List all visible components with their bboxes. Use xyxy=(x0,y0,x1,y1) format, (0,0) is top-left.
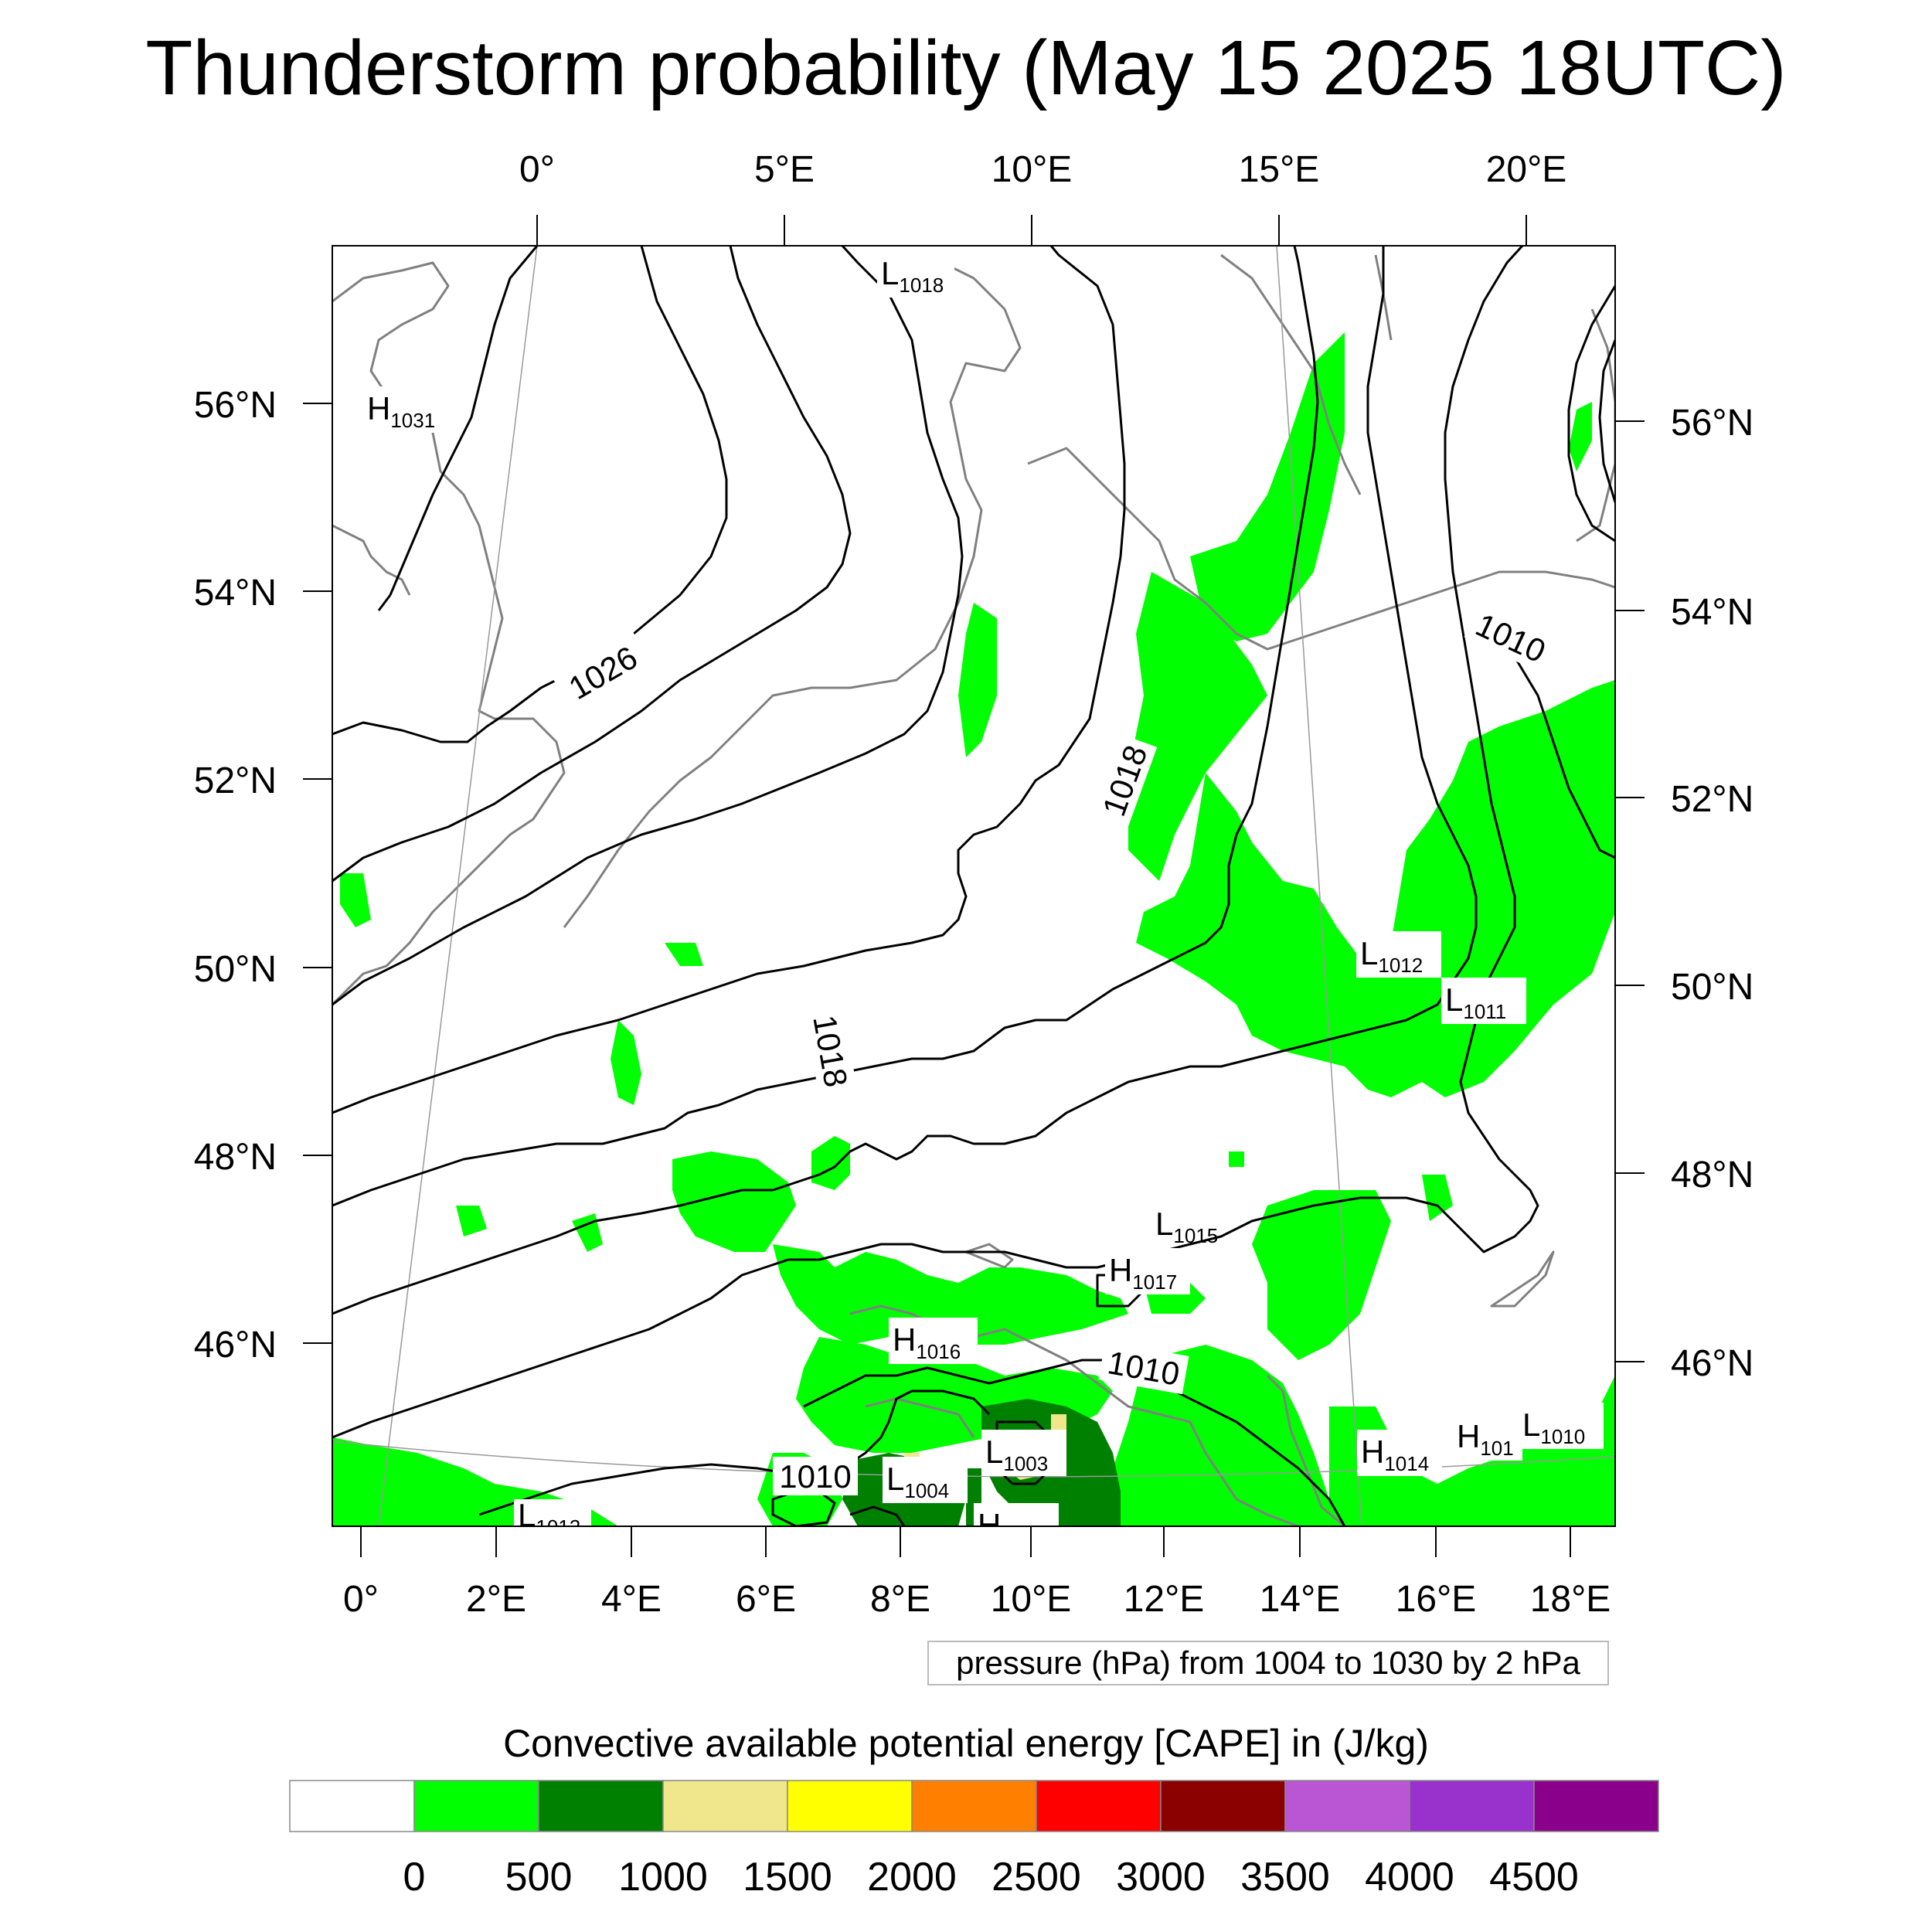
right-lat-label: 54°N xyxy=(1671,592,1753,633)
colorbar-tick-label: 1000 xyxy=(618,1855,708,1900)
left-lat-label: 46°N xyxy=(194,1325,277,1366)
colorbar xyxy=(289,1780,1659,1832)
map-border xyxy=(332,245,1616,1527)
pressure-center-h1031: H1031 xyxy=(363,386,448,433)
pressure-center-l1015: L1015 xyxy=(1155,1206,1218,1247)
svg-text:H: H xyxy=(978,1507,1001,1543)
svg-text:H1017: H1017 xyxy=(1109,1252,1177,1294)
right-lat-label: 46°N xyxy=(1671,1343,1753,1384)
left-lat-label: 48°N xyxy=(194,1137,277,1178)
bottom-lon-label: 4°E xyxy=(601,1579,662,1620)
colorbar-swatch xyxy=(911,1780,1037,1832)
pressure-center-l1012-b: L1012 xyxy=(514,1497,591,1539)
pressure-centers: L1018 H1031 L1012 L1011 L1015 xyxy=(363,251,1604,1543)
colorbar-labels: 0 500 1000 1500 2000 2500 3000 3500 4000… xyxy=(403,1855,1579,1900)
colorbar-swatch xyxy=(1284,1780,1410,1832)
bottom-axis-labels: 0° 2°E 4°E 6°E 8°E 10°E 12°E 14°E 16°E 1… xyxy=(343,1579,1611,1620)
colorbar-tick-label: 1500 xyxy=(743,1855,832,1900)
svg-text:H1016: H1016 xyxy=(893,1321,961,1363)
top-lon-label: 0° xyxy=(519,149,555,190)
right-axis xyxy=(1615,420,1645,1362)
top-axis-labels: 0° 5°E 10°E 15°E 20°E xyxy=(519,149,1566,190)
top-lon-label: 15°E xyxy=(1239,149,1320,190)
pressure-center-l1004: L1004 xyxy=(883,1457,968,1503)
bottom-lon-label: 2°E xyxy=(466,1579,526,1620)
top-lon-label: 20°E xyxy=(1486,149,1567,190)
svg-text:H1031: H1031 xyxy=(367,390,435,432)
left-lat-label: 56°N xyxy=(194,385,277,426)
colorbar-swatch xyxy=(289,1780,415,1832)
colorbar-swatch xyxy=(787,1780,913,1832)
page-title: Thunderstorm probability (May 15 2025 18… xyxy=(145,25,1787,111)
top-axis xyxy=(536,215,1527,246)
right-axis-labels: 56°N 54°N 52°N 50°N 48°N 46°N xyxy=(1671,403,1753,1384)
bottom-lon-label: 6°E xyxy=(736,1579,796,1620)
isobar-labels: 1026 1018 1018 1010 1010 1010 xyxy=(553,602,1558,1495)
colorbar-swatch xyxy=(662,1780,788,1832)
colorbar-swatch xyxy=(1036,1780,1162,1832)
bottom-lon-label: 12°E xyxy=(1124,1579,1205,1620)
right-lat-label: 52°N xyxy=(1671,779,1753,820)
svg-text:H1014: H1014 xyxy=(1361,1434,1429,1475)
left-axis xyxy=(303,403,332,1344)
colorbar-title: Convective available potential energy [C… xyxy=(503,1722,1429,1765)
colorbar-tick-label: 500 xyxy=(505,1855,573,1900)
colorbar-tick-label: 2500 xyxy=(992,1855,1081,1900)
svg-text:L1018: L1018 xyxy=(881,255,944,297)
bottom-lon-label: 16°E xyxy=(1396,1579,1477,1620)
svg-text:L1012: L1012 xyxy=(518,1497,580,1539)
colorbar-tick-label: 3500 xyxy=(1240,1855,1330,1900)
pressure-legend-note: pressure (hPa) from 1004 to 1030 by 2 hP… xyxy=(927,1641,1609,1685)
pressure-center-l1018: L1018 xyxy=(877,251,954,298)
colorbar-tick-label: 0 xyxy=(403,1855,426,1900)
colorbar-swatch xyxy=(413,1780,539,1832)
colorbar-tick-label: 4500 xyxy=(1489,1855,1579,1900)
bottom-lon-label: 10°E xyxy=(991,1579,1072,1620)
right-lat-label: 50°N xyxy=(1671,967,1753,1008)
pressure-center-h1017: H1017 xyxy=(1105,1248,1190,1294)
pressure-center-h-bottom: H xyxy=(974,1503,1059,1543)
svg-text:H101: H101 xyxy=(1457,1418,1514,1460)
right-lat-label: 48°N xyxy=(1671,1155,1753,1196)
bottom-lon-label: 18°E xyxy=(1530,1579,1611,1620)
bottom-axis xyxy=(360,1526,1571,1557)
svg-text:L1010: L1010 xyxy=(1522,1406,1585,1448)
colorbar-swatch xyxy=(1409,1780,1535,1832)
colorbar-tick-label: 2000 xyxy=(867,1855,957,1900)
colorbar-swatch xyxy=(538,1780,664,1832)
top-lon-label: 10°E xyxy=(992,149,1073,190)
colorbar-swatch xyxy=(1533,1780,1659,1832)
pressure-center-h1016: H1016 xyxy=(889,1318,978,1364)
left-lat-label: 50°N xyxy=(194,949,277,990)
pressure-center-l1011: L1011 xyxy=(1441,978,1526,1024)
bottom-lon-label: 0° xyxy=(343,1579,379,1620)
pressure-center-l1012-a: L1012 xyxy=(1356,931,1441,978)
pressure-center-l1010: L1010 xyxy=(1519,1403,1604,1449)
left-axis-labels: 56°N 54°N 52°N 50°N 48°N 46°N xyxy=(194,385,277,1366)
top-lon-label: 5°E xyxy=(754,149,815,190)
svg-text:L1004: L1004 xyxy=(886,1461,949,1502)
pressure-center-l1003: L1003 xyxy=(981,1430,1066,1476)
pressure-center-h1014: H1014 xyxy=(1357,1430,1442,1476)
svg-text:L1012: L1012 xyxy=(1360,935,1423,977)
right-lat-label: 56°N xyxy=(1671,403,1753,444)
colorbar-tick-label: 4000 xyxy=(1365,1855,1454,1900)
bottom-lon-label: 14°E xyxy=(1260,1579,1341,1620)
map-layers: 1026 1018 1018 1010 1010 1010 L1018 xyxy=(332,246,1615,1543)
left-lat-label: 54°N xyxy=(194,573,277,614)
colorbar-tick-label: 3000 xyxy=(1116,1855,1206,1900)
isobars xyxy=(332,246,1615,1526)
colorbar-swatch xyxy=(1160,1780,1286,1832)
svg-text:L1011: L1011 xyxy=(1445,981,1506,1023)
bottom-lon-label: 8°E xyxy=(870,1579,930,1620)
isobar-label-1010-west: 1010 xyxy=(779,1458,851,1495)
svg-text:L1003: L1003 xyxy=(985,1434,1048,1475)
left-lat-label: 52°N xyxy=(194,760,277,801)
pressure-center-h101: H101 xyxy=(1453,1414,1522,1461)
svg-text:L1015: L1015 xyxy=(1155,1206,1218,1247)
